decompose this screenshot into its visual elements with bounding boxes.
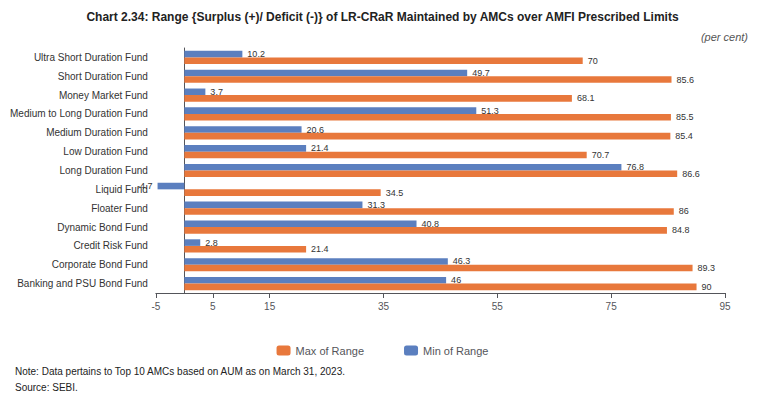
- svg-text:Max of Range: Max of Range: [296, 345, 364, 357]
- svg-text:Ultra Short Duration Fund: Ultra Short Duration Fund: [34, 52, 148, 63]
- svg-text:Corporate Bond Fund: Corporate Bond Fund: [52, 259, 148, 270]
- svg-text:Source: SEBI.: Source: SEBI.: [15, 382, 78, 393]
- svg-text:Money Market Fund: Money Market Fund: [59, 90, 148, 101]
- svg-text:Credit Risk Fund: Credit Risk Fund: [73, 240, 147, 251]
- svg-text:Medium Duration Fund: Medium Duration Fund: [46, 127, 148, 138]
- svg-text:49.7: 49.7: [472, 68, 490, 78]
- svg-text:86: 86: [679, 206, 689, 216]
- svg-text:-4.7: -4.7: [137, 181, 153, 191]
- svg-text:(per cent): (per cent): [701, 31, 748, 43]
- svg-text:35: 35: [378, 301, 390, 312]
- svg-text:90: 90: [702, 282, 712, 292]
- svg-text:85.6: 85.6: [677, 75, 695, 85]
- svg-text:Liquid Fund: Liquid Fund: [95, 183, 148, 195]
- svg-text:2.8: 2.8: [205, 238, 218, 248]
- svg-text:70.7: 70.7: [592, 150, 610, 160]
- svg-text:40.8: 40.8: [422, 219, 440, 229]
- svg-text:68.1: 68.1: [577, 93, 595, 103]
- svg-text:Medium to Long Duration Fund: Medium to Long Duration Fund: [10, 108, 148, 119]
- svg-text:84.8: 84.8: [672, 225, 690, 235]
- svg-text:20.6: 20.6: [307, 125, 325, 135]
- svg-text:75: 75: [606, 301, 618, 312]
- svg-text:Banking and PSU Bond Fund: Banking and PSU Bond Fund: [17, 278, 148, 289]
- svg-text:Note: Data pertains to Top 10: Note: Data pertains to Top 10 AMCs based…: [15, 366, 345, 377]
- svg-text:89.3: 89.3: [698, 263, 716, 273]
- svg-text:Long Duration Fund: Long Duration Fund: [59, 165, 147, 176]
- svg-text:-5: -5: [151, 301, 160, 312]
- svg-text:10.2: 10.2: [247, 49, 265, 59]
- svg-text:Short Duration Fund: Short Duration Fund: [58, 71, 148, 82]
- svg-text:46: 46: [451, 275, 461, 285]
- svg-text:Low Duration Fund: Low Duration Fund: [63, 146, 148, 157]
- svg-text:21.4: 21.4: [311, 143, 329, 153]
- svg-text:95: 95: [719, 301, 731, 312]
- svg-text:86.6: 86.6: [682, 169, 700, 179]
- svg-text:Chart 2.34: Range {Surplus (+): Chart 2.34: Range {Surplus (+)/ Deficit …: [86, 10, 679, 24]
- svg-text:Min of Range: Min of Range: [423, 345, 488, 357]
- svg-text:34.5: 34.5: [386, 188, 404, 198]
- svg-text:Dynamic Bond Fund: Dynamic Bond Fund: [57, 222, 148, 233]
- svg-text:5: 5: [210, 301, 216, 312]
- svg-text:31.3: 31.3: [367, 200, 385, 210]
- svg-text:55: 55: [492, 301, 504, 312]
- svg-text:15: 15: [264, 301, 276, 312]
- svg-text:85.4: 85.4: [675, 131, 693, 141]
- svg-text:21.4: 21.4: [311, 244, 329, 254]
- svg-text:Floater Fund: Floater Fund: [91, 203, 148, 214]
- svg-text:51.3: 51.3: [481, 106, 499, 116]
- svg-text:76.8: 76.8: [626, 162, 644, 172]
- svg-text:3.7: 3.7: [210, 87, 223, 97]
- svg-text:46.3: 46.3: [453, 256, 471, 266]
- svg-text:85.5: 85.5: [676, 112, 694, 122]
- svg-text:70: 70: [588, 56, 598, 66]
